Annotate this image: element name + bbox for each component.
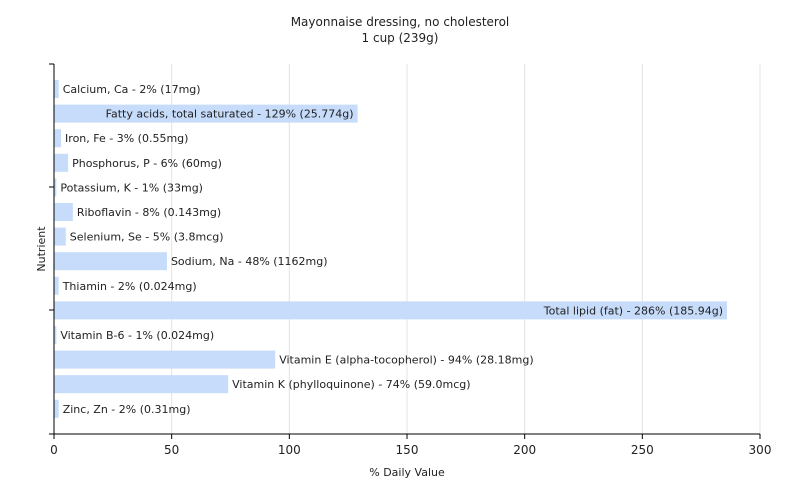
x-tick-label-250: 250 <box>631 443 654 457</box>
grid-lines <box>171 64 761 434</box>
x-tick-label-200: 200 <box>513 443 536 457</box>
bar-label-2: Fatty acids, total saturated - 129% (25.… <box>106 108 354 121</box>
bar-label-7: Selenium, Se - 5% (3.8mcg) <box>70 231 224 244</box>
x-tick-label-50: 50 <box>164 443 179 457</box>
bar-label-4: Phosphorus, P - 6% (60mg) <box>72 157 222 170</box>
bar-label-12: Vitamin E (alpha-tocopherol) - 94% (28.1… <box>279 354 533 367</box>
bar-label-9: Thiamin - 2% (0.024mg) <box>62 280 197 293</box>
bars <box>54 80 728 418</box>
bar-label-6: Riboflavin - 8% (0.143mg) <box>77 206 221 219</box>
bar-label-8: Sodium, Na - 48% (1162mg) <box>171 255 328 268</box>
y-axis-title: Nutrient <box>35 226 48 272</box>
bar-label-14: Zinc, Zn - 2% (0.31mg) <box>63 403 191 416</box>
bar-9 <box>54 276 59 295</box>
chart-subtitle: 1 cup (239g) <box>361 31 439 45</box>
bar-13 <box>54 375 229 394</box>
bar-label-3: Iron, Fe - 3% (0.55mg) <box>65 132 188 145</box>
bar-label-5: Potassium, K - 1% (33mg) <box>60 181 203 194</box>
bar-10 <box>54 301 728 320</box>
bar-8 <box>54 252 167 271</box>
bar-14 <box>54 399 59 418</box>
bar-2 <box>54 104 358 123</box>
bar-12 <box>54 350 276 369</box>
bar-6 <box>54 203 73 221</box>
bar-5 <box>54 178 57 197</box>
axes: 0 50 100 150 200 250 300 <box>49 63 772 457</box>
x-tick-label-150: 150 <box>396 443 419 457</box>
bar-3 <box>54 129 62 148</box>
bar-7 <box>54 227 66 246</box>
bar-4 <box>54 153 69 172</box>
bar-labels: Calcium, Ca - 2% (17mg) Fatty acids, tota… <box>60 83 723 416</box>
chart-title: Mayonnaise dressing, no cholesterol <box>290 15 510 29</box>
bar-label-11: Vitamin B-6 - 1% (0.024mg) <box>60 329 214 342</box>
bar-11 <box>54 326 57 344</box>
x-tick-label-100: 100 <box>278 443 301 457</box>
bar-1 <box>54 80 59 98</box>
x-tick-label-300: 300 <box>749 443 772 457</box>
bar-label-1: Calcium, Ca - 2% (17mg) <box>63 83 201 96</box>
x-axis-title: % Daily Value <box>369 466 445 479</box>
bar-label-13: Vitamin K (phylloquinone) - 74% (59.0mcg… <box>232 378 470 391</box>
bar-label-10: Total lipid (fat) - 286% (185.94g) <box>543 304 723 317</box>
x-tick-label-0: 0 <box>50 443 58 457</box>
